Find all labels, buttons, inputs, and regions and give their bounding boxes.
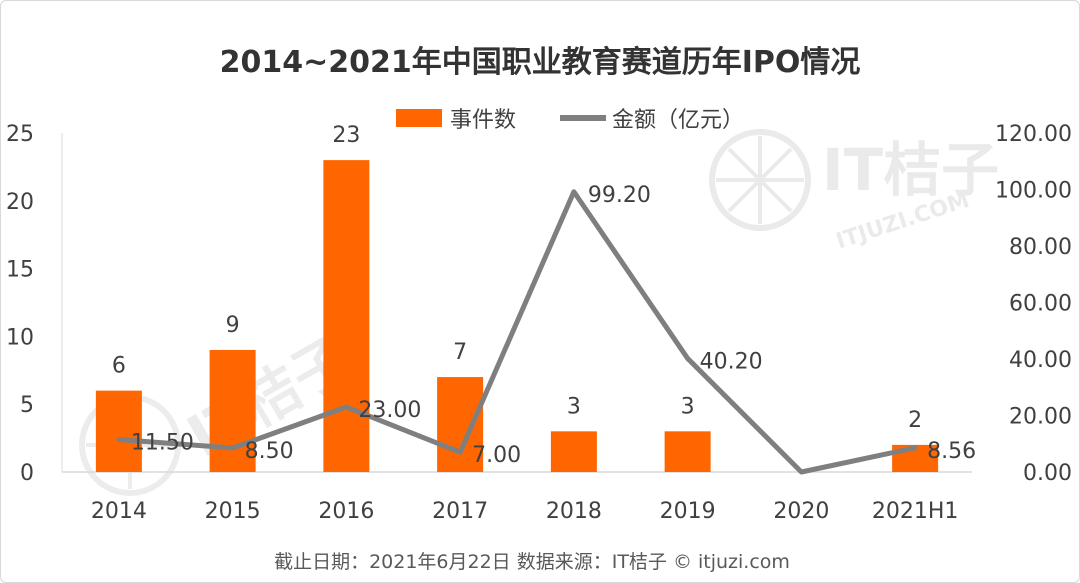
line-data-label: 40.20 — [700, 349, 763, 374]
x-tick-label: 2014 — [91, 499, 147, 524]
left-tick-label: 5 — [20, 393, 34, 418]
bar-data-label: 6 — [112, 354, 126, 379]
x-tick-label: 2020 — [773, 499, 829, 524]
line-labels: 11.50 8.50 23.00 7.00 99.20 40.20 8.56 — [131, 183, 976, 468]
left-tick-label: 0 — [20, 461, 34, 486]
line-data-label: 99.20 — [588, 183, 651, 208]
watermark-text: IT桔子 — [822, 136, 999, 204]
right-tick-label: 0.00 — [1023, 461, 1072, 486]
bar-data-label: 7 — [453, 340, 467, 365]
x-tick-label: 2015 — [205, 499, 261, 524]
left-axis: 0 5 10 15 20 25 — [6, 122, 34, 486]
line-data-label: 11.50 — [131, 431, 194, 456]
right-tick-label: 100.00 — [995, 179, 1072, 204]
legend-label-line: 金额（亿元） — [612, 108, 744, 133]
bar — [437, 377, 484, 472]
right-axis: 0.00 20.00 40.00 60.00 80.00 100.00 120.00 — [995, 122, 1072, 486]
bar-data-label: 23 — [332, 123, 360, 148]
line-data-label: 7.00 — [472, 443, 521, 468]
legend-label-bar: 事件数 — [450, 108, 516, 133]
orange-slice-icon — [709, 129, 811, 231]
bar-labels: 6 9 23 7 3 3 2 — [112, 123, 922, 433]
right-tick-label: 80.00 — [1009, 235, 1072, 260]
bar-data-label: 2 — [908, 408, 922, 433]
line-series — [116, 189, 918, 475]
right-tick-label: 20.00 — [1009, 405, 1072, 430]
x-tick-label: 2016 — [318, 499, 374, 524]
series-line — [116, 189, 918, 475]
bar-data-label: 3 — [567, 394, 581, 419]
left-tick-label: 15 — [6, 258, 34, 283]
x-tick-label: 2018 — [546, 499, 602, 524]
watermark-top-right: IT桔子 ITJUZI.COM — [709, 129, 999, 254]
legend-swatch-bar — [396, 109, 442, 127]
line-data-label: 8.50 — [245, 439, 294, 464]
x-tick-label: 2021H1 — [872, 499, 959, 524]
bar — [209, 349, 256, 472]
bar — [664, 431, 711, 472]
bar-data-label: 9 — [226, 313, 240, 338]
right-tick-label: 60.00 — [1009, 292, 1072, 317]
line-data-label: 23.00 — [358, 398, 421, 423]
left-tick-label: 25 — [6, 122, 34, 147]
line-data-label: 8.56 — [927, 439, 976, 464]
left-tick-label: 10 — [6, 325, 34, 350]
x-tick-label: 2017 — [432, 499, 488, 524]
bar-data-label: 3 — [681, 394, 695, 419]
footer-source: 截止日期：2021年6月22日 数据来源：IT桔子 © itjuzi.com — [274, 551, 790, 573]
bar — [323, 160, 370, 472]
right-tick-label: 120.00 — [995, 122, 1072, 147]
x-tick-label: 2019 — [660, 499, 716, 524]
bar-series — [95, 160, 939, 472]
right-tick-label: 40.00 — [1009, 348, 1072, 373]
bar — [95, 390, 142, 472]
chart-title: 2014~2021年中国职业教育赛道历年IPO情况 — [220, 45, 861, 80]
bar — [550, 431, 597, 472]
legend: 事件数 金额（亿元） — [396, 108, 744, 133]
left-tick-label: 20 — [6, 190, 34, 215]
x-axis: 2014 2015 2016 2017 2018 2019 2020 2021H1 — [91, 499, 959, 524]
